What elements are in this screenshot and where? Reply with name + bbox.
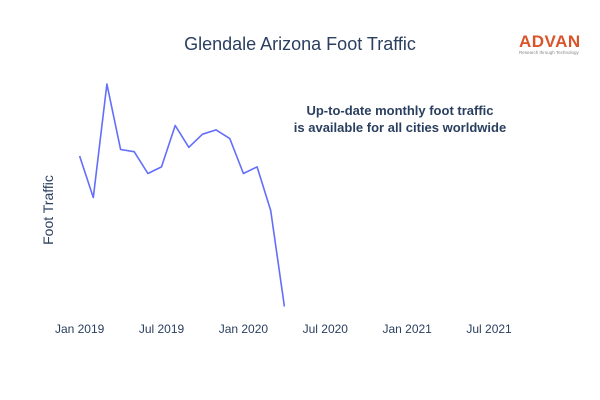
data-point[interactable] <box>159 164 165 170</box>
data-point[interactable] <box>281 304 287 310</box>
x-tick-label: Jul 2020 <box>303 322 349 336</box>
annotation-line-1: Up-to-date monthly foot traffic <box>306 103 494 118</box>
data-point[interactable] <box>268 208 274 214</box>
logo-tagline: Research through Technology <box>519 50 579 55</box>
data-point[interactable] <box>200 131 206 137</box>
data-point[interactable] <box>104 81 110 87</box>
data-point[interactable] <box>213 127 219 133</box>
data-point[interactable] <box>240 171 246 177</box>
data-point[interactable] <box>131 149 137 155</box>
x-tick-label: Jan 2020 <box>219 322 269 336</box>
chart-annotation: Up-to-date monthly foot traffic is avail… <box>270 102 530 136</box>
x-tick-label: Jul 2021 <box>466 322 512 336</box>
advan-logo: ADVAN Research through Technology <box>519 33 591 56</box>
foot-traffic-line <box>78 83 286 307</box>
data-point[interactable] <box>227 136 233 142</box>
data-point[interactable] <box>145 171 151 177</box>
data-point[interactable] <box>77 153 83 159</box>
data-point[interactable] <box>254 164 260 170</box>
data-point[interactable] <box>90 195 96 201</box>
data-point[interactable] <box>186 144 192 150</box>
annotation-line-2: is available for all cities worldwide <box>293 120 507 135</box>
logo-wordmark: ADVAN <box>519 32 581 51</box>
x-tick-label: Jan 2019 <box>55 322 105 336</box>
x-tick-label: Jan 2021 <box>382 322 432 336</box>
chart-title: Glendale Arizona Foot Traffic <box>184 34 416 54</box>
x-tick-label: Jul 2019 <box>139 322 185 336</box>
data-point[interactable] <box>118 147 124 153</box>
data-point[interactable] <box>172 123 178 129</box>
